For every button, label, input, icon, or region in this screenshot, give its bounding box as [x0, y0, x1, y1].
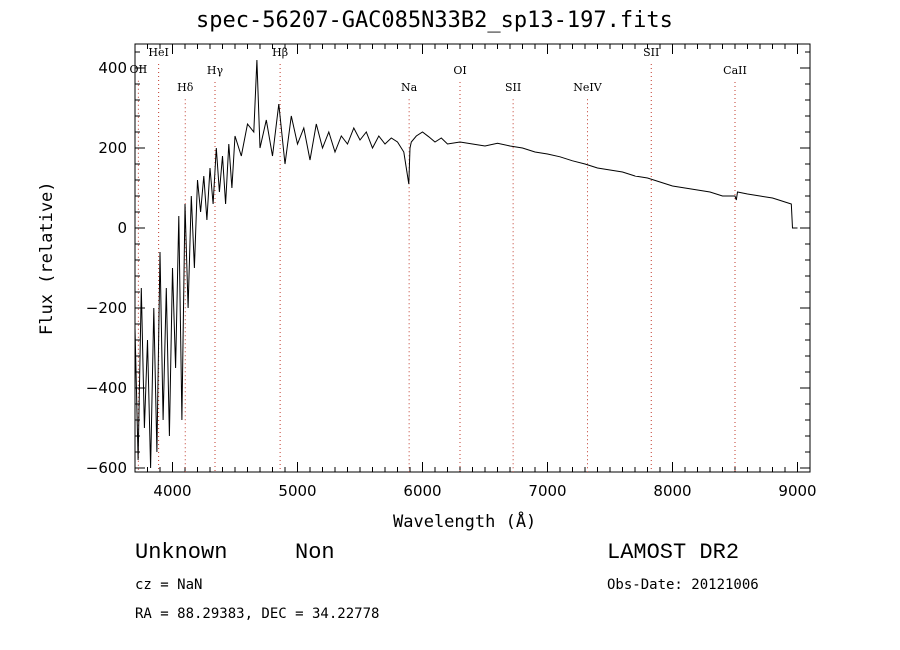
y-axis-title: Flux (relative)	[37, 181, 57, 335]
tick-labels: 4000 5000 6000 7000 8000 9000 −600 −400 −200 0 200…	[86, 59, 817, 500]
y-tick-label: 200	[98, 139, 127, 157]
x-tick-label: 9000	[778, 482, 816, 500]
coordinates-label: RA = 88.29383, DEC = 34.22778	[135, 606, 380, 622]
axis-ticks	[134, 44, 811, 472]
spectrum-line	[134, 59, 798, 469]
line-marker-label: Na	[401, 81, 418, 94]
line-marker-label: Hγ	[207, 64, 224, 77]
line-marker-label: SII	[505, 81, 521, 94]
line-marker-label: OI	[453, 64, 466, 77]
y-tick-label: −400	[86, 379, 127, 397]
y-tick-label: 0	[117, 219, 127, 237]
y-tick-label: −600	[86, 459, 127, 477]
x-tick-label: 4000	[153, 482, 191, 500]
line-marker-label: SII	[643, 46, 659, 59]
x-axis-title: Wavelength (Å)	[393, 512, 537, 532]
chart-title: spec-56207-GAC085N33B2_sp13-197.fits	[196, 8, 673, 33]
y-tick-label: −200	[86, 299, 127, 317]
line-marker-label: OII	[130, 63, 148, 76]
classification-label: Unknown	[135, 540, 228, 565]
line-marker-label: NeIV	[573, 81, 602, 94]
line-marker-label: Hδ	[177, 81, 194, 94]
x-tick-label: 8000	[653, 482, 691, 500]
obs-date-label: Obs-Date: 20121006	[607, 577, 759, 593]
survey-label: LAMOST DR2	[607, 540, 740, 565]
x-tick-label: 5000	[278, 482, 316, 500]
x-tick-label: 6000	[403, 482, 441, 500]
plot-frame	[134, 43, 811, 473]
y-tick-label: 400	[98, 59, 127, 77]
redshift-label: cz = NaN	[135, 577, 203, 593]
x-tick-label: 7000	[528, 482, 566, 500]
subclass-label: Non	[295, 540, 335, 565]
line-marker-label: Hβ	[272, 46, 288, 59]
line-marker-label: HeI	[148, 46, 168, 59]
line-marker-label: CaII	[723, 64, 747, 77]
